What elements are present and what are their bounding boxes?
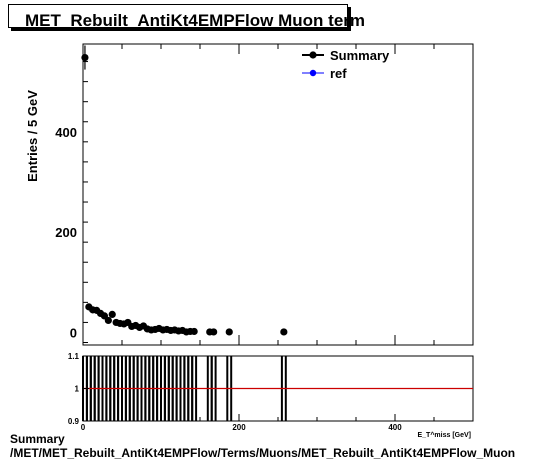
summary-point <box>210 328 218 336</box>
summary-point <box>225 328 233 336</box>
summary-point <box>280 328 288 336</box>
ratio-y-tick-label: 0.9 <box>68 417 80 426</box>
summary-point <box>108 310 116 318</box>
ratio-y-tick-label: 1.1 <box>68 352 80 361</box>
y-axis-label: Entries / 5 GeV <box>25 90 40 182</box>
ratio-x-tick-label: 200 <box>232 423 246 432</box>
legend-label-ref: ref <box>330 66 347 81</box>
legend-label-summary: Summary <box>330 48 390 63</box>
summary-point <box>190 327 198 336</box>
footer-line-1: Summary <box>10 432 65 446</box>
x-axis-label: E_T^miss [GeV] <box>418 431 472 439</box>
y-tick-label: 400 <box>55 125 77 140</box>
title-box: MET_Rebuilt_AntiKt4EMPFlow Muon term <box>8 4 365 30</box>
legend-marker-summary <box>309 51 317 59</box>
ratio-x-tick-label: 0 <box>81 423 86 432</box>
y-tick-label: 0 <box>70 325 77 340</box>
y-tick-label: 200 <box>55 225 77 240</box>
ratio-y-tick-label: 1 <box>75 385 80 394</box>
summary-point <box>104 316 112 325</box>
chart-title: MET_Rebuilt_AntiKt4EMPFlow Muon term <box>25 11 365 30</box>
plot-frame <box>82 43 474 346</box>
footer-line-2: /MET/MET_Rebuilt_AntiKt4EMPFlow/Terms/Mu… <box>10 446 516 460</box>
ratio-x-tick-label: 400 <box>388 423 402 432</box>
legend-marker-ref <box>309 69 317 77</box>
